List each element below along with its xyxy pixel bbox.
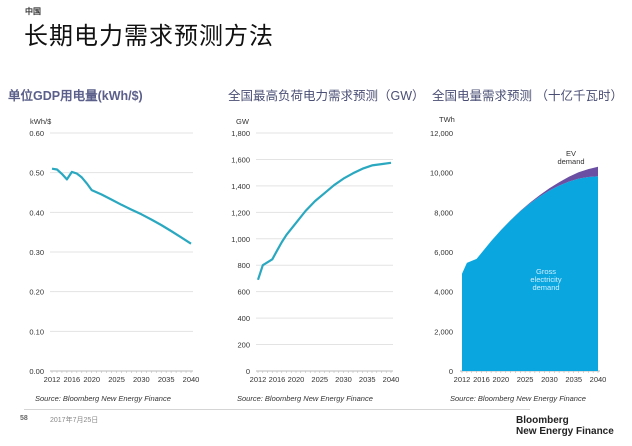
y-tick-label: 0.40 bbox=[29, 208, 44, 217]
y-tick-label: 0.20 bbox=[29, 288, 44, 297]
chart-2-title: 全国最高负荷电力需求预测（GW） bbox=[228, 89, 425, 103]
y-tick-label: 800 bbox=[237, 261, 250, 270]
x-tick-label: 2020 bbox=[288, 375, 305, 384]
x-tick-label: 2030 bbox=[541, 375, 558, 384]
chart-electricity-demand: TWh 0 2,000 4,000 6,000 8,000 10,000 12,000 2012… bbox=[430, 115, 607, 384]
y-tick-label: 200 bbox=[237, 341, 250, 350]
x-tick-label: 2020 bbox=[493, 375, 510, 384]
y-tick-label: 12,000 bbox=[430, 129, 453, 138]
y-tick-label: 2,000 bbox=[434, 327, 453, 336]
area-ev-demand bbox=[462, 166, 598, 274]
x-tick-label: 2035 bbox=[565, 375, 582, 384]
y-tick-label: 0 bbox=[246, 367, 250, 376]
bnef-logo: Bloomberg New Energy Finance bbox=[516, 415, 614, 437]
y-tick-label: 0.00 bbox=[29, 367, 44, 376]
ev-demand-label: demand bbox=[557, 157, 584, 166]
footer-divider bbox=[24, 409, 530, 410]
page-number: 58 bbox=[20, 415, 28, 422]
x-tick-label: 2012 bbox=[454, 375, 471, 384]
gross-demand-label: electricity bbox=[530, 275, 562, 284]
y-tick-label: 4,000 bbox=[434, 288, 453, 297]
chart-3-source: Source: Bloomberg New Energy Finance bbox=[450, 394, 586, 403]
x-tick-label: 2016 bbox=[64, 375, 81, 384]
footer-date: 2017年7月25日 bbox=[50, 417, 99, 424]
x-tick-label: 2012 bbox=[250, 375, 267, 384]
series-line bbox=[256, 161, 392, 281]
x-tick-label: 2020 bbox=[83, 375, 100, 384]
y-tick-label: 0.30 bbox=[29, 248, 44, 257]
series-line bbox=[51, 167, 192, 245]
y-tick-label: 10,000 bbox=[430, 169, 453, 178]
y-tick-label: 1,600 bbox=[231, 155, 250, 164]
x-tick-label: 2035 bbox=[359, 375, 376, 384]
chart-1-title: 单位GDP用电量(kWh/$) bbox=[8, 89, 143, 103]
x-tick-label: 2030 bbox=[133, 375, 150, 384]
x-tick-label: 2030 bbox=[335, 375, 352, 384]
chart-1-source: Source: Bloomberg New Energy Finance bbox=[35, 394, 171, 403]
region-label: 中国 bbox=[25, 7, 41, 16]
chart-3-title: 全国电量需求预测 （十亿千瓦时） bbox=[432, 89, 623, 103]
faint-header-watermark bbox=[428, 2, 628, 16]
y-unit-label: TWh bbox=[439, 115, 455, 124]
y-tick-label: 1,000 bbox=[231, 235, 250, 244]
x-tick-label: 2040 bbox=[590, 375, 607, 384]
y-tick-label: 400 bbox=[237, 314, 250, 323]
y-tick-label: 6,000 bbox=[434, 248, 453, 257]
x-tick-label: 2016 bbox=[473, 375, 490, 384]
y-tick-label: 1,200 bbox=[231, 208, 250, 217]
x-tick-label: 2035 bbox=[158, 375, 175, 384]
y-tick-label: 1,400 bbox=[231, 182, 250, 191]
y-tick-label: 1,800 bbox=[231, 129, 250, 138]
chart-peak-load: GW 0 200 400 600 800 1,000 1,200 1,400 1,600 1,800… bbox=[231, 117, 400, 384]
area-gross-electricity-demand bbox=[462, 176, 598, 371]
ev-demand-label: EV bbox=[566, 149, 576, 158]
x-tick-label: 2025 bbox=[311, 375, 328, 384]
x-tick-label: 2040 bbox=[183, 375, 200, 384]
y-tick-label: 8,000 bbox=[434, 208, 453, 217]
page-title: 长期电力需求预测方法 bbox=[24, 23, 274, 50]
y-tick-label: 0.60 bbox=[29, 129, 44, 138]
gross-demand-label: demand bbox=[532, 283, 559, 292]
x-tick-label: 2012 bbox=[44, 375, 61, 384]
y-tick-label: 600 bbox=[237, 288, 250, 297]
y-tick-label: 0 bbox=[449, 367, 453, 376]
x-tick-label: 2016 bbox=[269, 375, 286, 384]
gross-demand-label: Gross bbox=[536, 267, 556, 276]
logo-line-1: Bloomberg bbox=[516, 415, 569, 426]
chart-2-source: Source: Bloomberg New Energy Finance bbox=[237, 394, 373, 403]
y-unit-label: kWh/$ bbox=[30, 117, 52, 126]
y-unit-label: GW bbox=[236, 117, 250, 126]
y-tick-label: 0.50 bbox=[29, 169, 44, 178]
x-tick-label: 2025 bbox=[108, 375, 125, 384]
x-tick-label: 2025 bbox=[517, 375, 534, 384]
logo-line-2: New Energy Finance bbox=[516, 426, 614, 437]
x-tick-label: 2040 bbox=[383, 375, 400, 384]
chart-kwh-per-gdp: kWh/$ 0.00 0.10 0.20 0.30 0.40 0.50 0.60 2012 201… bbox=[29, 117, 200, 384]
y-tick-label: 0.10 bbox=[29, 327, 44, 336]
